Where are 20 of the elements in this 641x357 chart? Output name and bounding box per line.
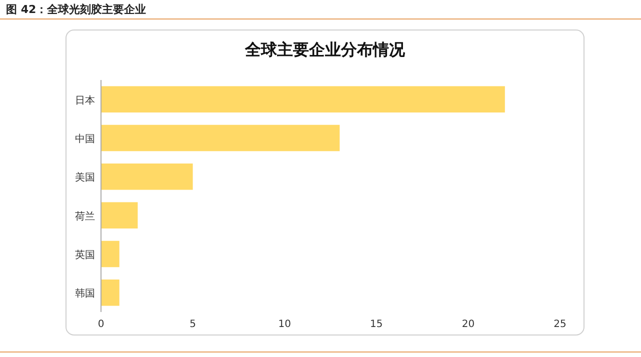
y-tick-label: 荷兰 <box>75 210 95 222</box>
x-tick-label: 25 <box>554 319 566 330</box>
y-tick-label: 日本 <box>75 94 95 106</box>
x-tick-label: 20 <box>462 319 475 330</box>
y-tick-label: 英国 <box>75 249 95 261</box>
x-tick-label: 0 <box>98 319 104 330</box>
y-tick-label: 中国 <box>75 133 95 145</box>
bar <box>101 202 138 228</box>
bar <box>101 86 505 112</box>
bar <box>101 240 120 268</box>
x-tick-label: 10 <box>278 319 291 330</box>
y-tick-label: 韩国 <box>75 288 95 300</box>
x-tick-label: 15 <box>370 319 383 330</box>
bar <box>101 124 340 152</box>
bar <box>101 164 193 190</box>
bar <box>101 280 120 306</box>
chart-title: 全球主要企业分布情况 <box>244 40 406 59</box>
x-tick-label: 5 <box>190 319 196 330</box>
y-tick-label: 美国 <box>75 172 95 184</box>
caption: 图 42：全球光刻胶主要企业 <box>6 3 146 16</box>
